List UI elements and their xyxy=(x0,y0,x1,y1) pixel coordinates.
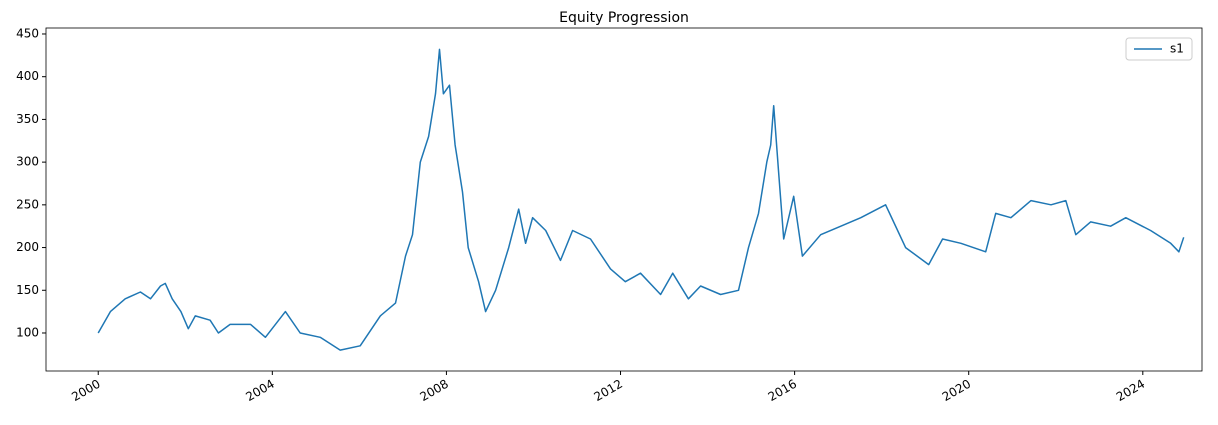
y-tick-label: 450 xyxy=(16,26,39,40)
x-tick-label: 2024 xyxy=(1114,377,1147,404)
x-tick-label: 2004 xyxy=(243,377,276,404)
y-tick-label: 350 xyxy=(16,112,39,126)
y-tick-label: 400 xyxy=(16,69,39,83)
chart-title: Equity Progression xyxy=(559,10,689,26)
x-tick-label: 2008 xyxy=(417,377,450,404)
y-tick-label: 200 xyxy=(16,240,39,254)
line-series xyxy=(97,48,1185,351)
y-tick-label: 150 xyxy=(16,283,39,297)
legend: s1 xyxy=(1125,37,1193,61)
legend-label: s1 xyxy=(1170,42,1184,56)
x-tick-label: 2020 xyxy=(940,377,973,404)
y-tick-label: 250 xyxy=(16,197,39,211)
x-tick-label: 2000 xyxy=(69,377,102,404)
y-tick-label: 300 xyxy=(16,155,39,169)
y-tick-label: 100 xyxy=(16,325,39,339)
x-tick-label: 2012 xyxy=(592,377,625,404)
x-tick-label: 2016 xyxy=(766,377,799,404)
plot-area xyxy=(45,27,1203,372)
